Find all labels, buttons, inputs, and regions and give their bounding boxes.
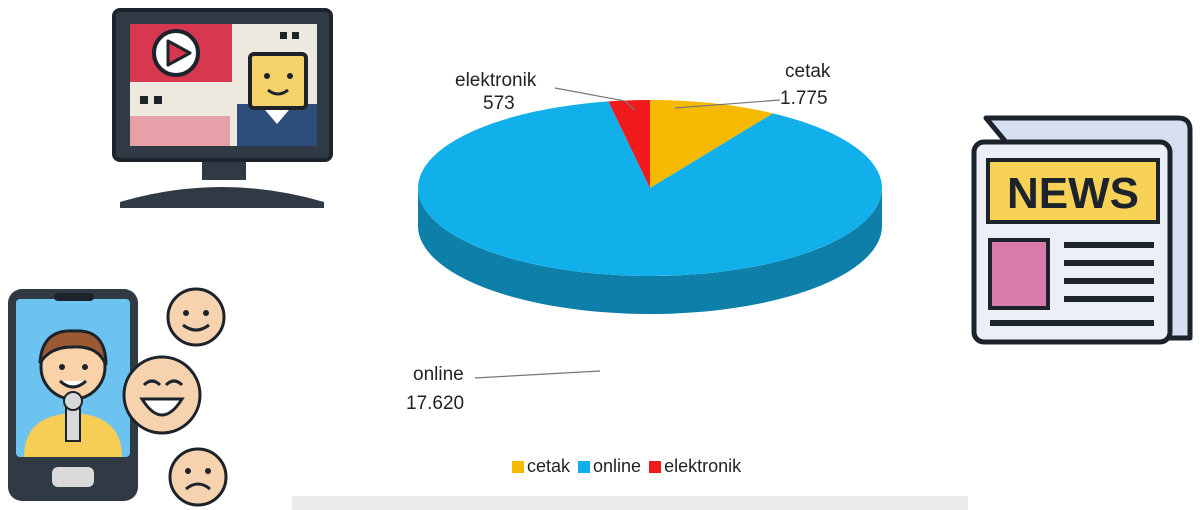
leader-line-online [474, 370, 601, 379]
chart-legend: cetak online elektronik [512, 456, 749, 477]
legend-label-online: online [593, 456, 642, 476]
data-label-online-value: 17.620 [406, 393, 465, 414]
pie-slice-online [418, 101, 882, 276]
legend-item-cetak: cetak [512, 456, 570, 477]
leader-line-elektronik [554, 87, 636, 111]
leader-line-cetak [674, 99, 781, 109]
legend-item-online: online [578, 456, 641, 477]
legend-swatch-cetak [512, 460, 524, 473]
pie-chart [418, 87, 882, 379]
legend-swatch-elektronik [649, 460, 662, 473]
data-label-online-name: online [413, 364, 464, 385]
news-headline: NEWS [1007, 169, 1139, 218]
legend-item-elektronik: elektronik [649, 456, 741, 477]
pie-side-online [418, 188, 882, 314]
bottom-scroll-bar [292, 496, 968, 510]
pie-slice-cetak [650, 100, 773, 188]
legend-label-elektronik: elektronik [664, 456, 742, 476]
legend-swatch-online [578, 460, 591, 473]
data-label-elektronik-name: elektronik [455, 70, 537, 91]
data-label-cetak-value: 1.775 [780, 88, 828, 109]
newspaper-icon: NEWS [971, 115, 1193, 345]
legend-label-cetak: cetak [527, 456, 571, 476]
pie-slice-elektronik [608, 100, 650, 188]
data-label-elektronik-value: 573 [483, 93, 515, 114]
tv-broadcast-icon [112, 8, 333, 208]
data-label-cetak-name: cetak [785, 61, 831, 82]
smartphone-presenter-icon [8, 287, 228, 507]
